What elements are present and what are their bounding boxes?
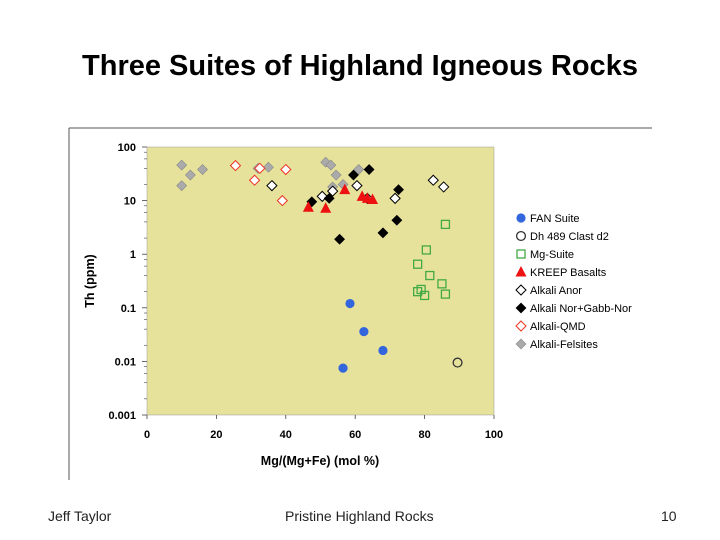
data-point (263, 161, 274, 173)
data-point (377, 227, 389, 239)
data-point (280, 163, 292, 176)
legend-label: KREEP Basalts (530, 267, 607, 279)
footer-title: Pristine Highland Rocks (285, 508, 434, 524)
y-tick-label: 0.01 (115, 356, 136, 368)
data-point (325, 159, 337, 171)
legend-marker (515, 338, 527, 350)
series-kreep-basalts (302, 183, 379, 213)
data-point (367, 193, 379, 204)
x-tick-label: 100 (485, 429, 503, 441)
data-point (440, 289, 451, 299)
legend-label: Alkali Nor+Gabb-Nor (530, 303, 632, 315)
data-point (330, 169, 342, 181)
legend-item: KREEP Basalts (515, 266, 607, 279)
legend: FAN Suite Dh 489 Clast d2 Mg-Suite KREEP Ba… (515, 213, 632, 351)
data-point (339, 183, 351, 195)
series-dh-489-clast-d2 (452, 357, 463, 368)
slide-number: 10 (661, 508, 677, 524)
y-tick-label: 10 (124, 196, 136, 208)
data-point (389, 192, 401, 205)
x-tick-label: 0 (144, 429, 150, 441)
x-tick-label: 60 (349, 429, 361, 441)
y-axis: 100 10 1 0.1 0.01 0.001 (108, 142, 147, 422)
data-point (302, 201, 314, 212)
data-point (176, 159, 188, 171)
series-alkali-felsites (176, 156, 365, 193)
y-tick-label: 100 (118, 142, 136, 154)
legend-item: Alkali Anor (515, 284, 582, 297)
data-point (229, 159, 242, 172)
data-point (416, 284, 426, 295)
x-tick-label: 80 (418, 429, 430, 441)
legend-marker (515, 320, 527, 332)
legend-label: FAN Suite (530, 213, 580, 225)
legend-marker (515, 284, 527, 296)
y-minor-ticks (144, 151, 147, 400)
legend-item: FAN Suite (516, 213, 580, 225)
data-point (359, 326, 369, 337)
legend-label: Alkali-Felsites (530, 339, 598, 351)
data-point (176, 180, 188, 192)
data-point (248, 174, 261, 186)
y-tick-label: 1 (130, 249, 136, 261)
legend-item: Mg-Suite (516, 249, 574, 261)
data-point (351, 179, 363, 192)
data-point (378, 345, 388, 356)
data-point (427, 174, 439, 186)
data-point (437, 279, 447, 289)
plot-area (146, 146, 495, 416)
legend-item: Dh 489 Clast d2 (515, 230, 609, 243)
data-point (393, 184, 404, 196)
x-axis: 0 20 40 60 80 100 (144, 415, 503, 441)
data-point (334, 233, 346, 245)
data-point (440, 219, 451, 230)
legend-label: Dh 489 Clast d2 (530, 231, 609, 243)
data-point (345, 298, 355, 309)
data-point (266, 179, 278, 192)
legend-label: Alkali Anor (530, 285, 582, 297)
data-point (391, 214, 403, 226)
data-point (320, 202, 332, 213)
legend-item: Alkali-QMD (515, 320, 586, 333)
slide-title: Three Suites of Highland Igneous Rocks (82, 50, 638, 82)
data-points (176, 156, 463, 373)
x-axis-label: Mg/(Mg+Fe) (mol %) (261, 454, 379, 468)
data-point (184, 169, 196, 181)
data-point (363, 164, 375, 175)
data-point (338, 363, 348, 373)
data-point (437, 181, 450, 193)
data-point (421, 245, 431, 255)
data-point (413, 259, 423, 269)
series-fan-suite (338, 298, 388, 373)
data-point (326, 185, 339, 197)
data-point (452, 357, 463, 368)
footer-author: Jeff Taylor (48, 508, 112, 524)
legend-label: Mg-Suite (530, 249, 574, 261)
legend-marker (515, 230, 527, 242)
y-tick-label: 0.1 (121, 303, 136, 315)
y-tick-label: 0.001 (108, 410, 136, 422)
legend-item: Alkali Nor+Gabb-Nor (515, 302, 632, 315)
y-axis-label: Th (ppm) (83, 254, 97, 307)
legend-label: Alkali-QMD (530, 321, 586, 333)
legend-item: Alkali-Felsites (515, 338, 598, 351)
x-tick-label: 40 (280, 429, 292, 441)
legend-marker (515, 266, 527, 277)
data-point (197, 164, 208, 175)
series-mg-suite (413, 219, 451, 301)
legend-marker (516, 249, 526, 259)
legend-marker (515, 302, 527, 314)
data-point (348, 169, 359, 181)
data-point (254, 162, 266, 175)
data-point (276, 194, 289, 207)
data-point (353, 164, 365, 175)
data-point (323, 192, 335, 204)
series-alkali-qmd (229, 159, 292, 207)
data-point (425, 270, 435, 281)
legend-marker (516, 213, 526, 223)
x-tick-label: 20 (210, 429, 222, 441)
